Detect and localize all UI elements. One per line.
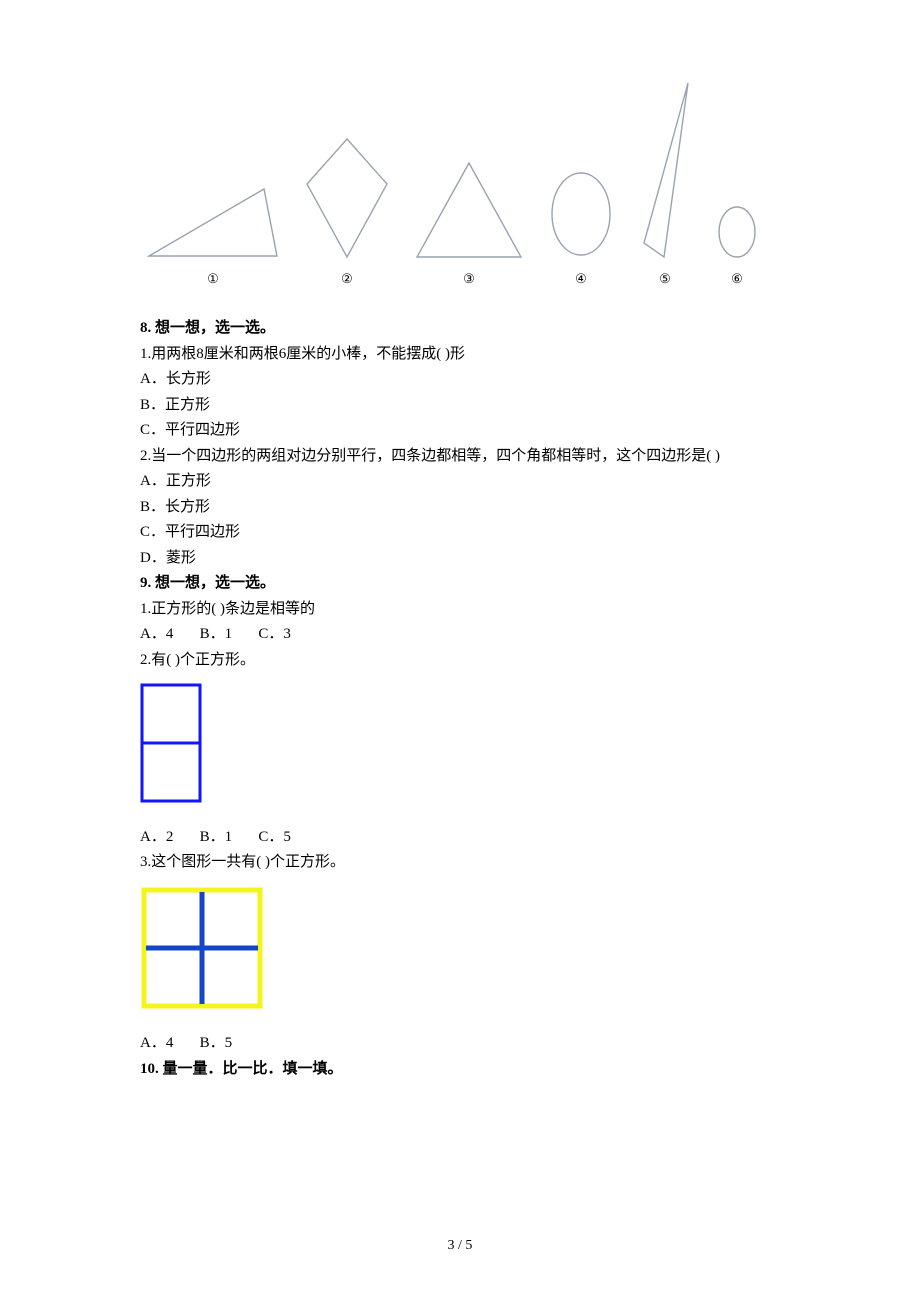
question-8: 8. 想一想，选一选。 1.用两根8厘米和两根6厘米的小棒，不能摆成( )形 A…: [140, 316, 780, 571]
square-cross-figure: [140, 886, 780, 1020]
q9-3-opts: A．4 B．5: [140, 1031, 780, 1057]
q8-1-optA: A．长方形: [140, 367, 780, 393]
triangle-icon: [414, 160, 524, 260]
shape-1-label: ①: [207, 268, 219, 290]
square-with-cross-icon: [140, 886, 264, 1010]
q8-title: 8. 想一想，选一选。: [140, 316, 780, 342]
shape-3-label: ③: [463, 268, 475, 290]
q9-2-opts: A．2 B．1 C．5: [140, 825, 780, 851]
shape-2-label: ②: [341, 268, 353, 290]
q8-1-optB: B．正方形: [140, 393, 780, 419]
page-root: ① ② ③ ④ ⑤: [0, 0, 920, 1302]
rhombus-icon: [304, 136, 390, 260]
q9-title: 9. 想一想，选一选。: [140, 571, 780, 597]
question-10: 10. 量一量．比一比．填一填。: [140, 1057, 780, 1083]
q9-1-text: 1.正方形的( )条边是相等的: [140, 597, 780, 623]
small-ellipse-icon: [716, 204, 758, 260]
shape-3-triangle: ③: [414, 160, 524, 290]
shape-5-narrow-triangle: ⑤: [638, 80, 692, 290]
q9-2-text: 2.有( )个正方形。: [140, 648, 780, 674]
q8-2-text: 2.当一个四边形的两组对边分别平行，四条边都相等，四个角都相等时，这个四边形是(…: [140, 444, 780, 470]
q8-2-optD: D．菱形: [140, 546, 780, 572]
q9-1-opts: A．4 B．1 C．3: [140, 622, 780, 648]
q8-2-optC: C．平行四边形: [140, 520, 780, 546]
shape-1-obtuse-triangle: ①: [146, 186, 280, 290]
q8-2-optA: A．正方形: [140, 469, 780, 495]
obtuse-triangle-icon: [146, 186, 280, 260]
page-number: 3 / 5: [0, 1234, 920, 1258]
shape-6-small-ellipse: ⑥: [716, 204, 758, 290]
shape-6-label: ⑥: [731, 268, 743, 290]
shape-2-rhombus: ②: [304, 136, 390, 290]
q8-1-text: 1.用两根8厘米和两根6厘米的小棒，不能摆成( )形: [140, 342, 780, 368]
q8-1-optC: C．平行四边形: [140, 418, 780, 444]
shapes-row: ① ② ③ ④ ⑤: [146, 80, 780, 290]
narrow-triangle-icon: [638, 80, 692, 260]
shape-4-label: ④: [575, 268, 587, 290]
two-stacked-squares-icon: [140, 683, 202, 803]
q8-2-optB: B．长方形: [140, 495, 780, 521]
shape-4-ellipse: ④: [548, 168, 614, 290]
question-9: 9. 想一想，选一选。 1.正方形的( )条边是相等的 A．4 B．1 C．3 …: [140, 571, 780, 1057]
two-squares-figure: [140, 683, 780, 813]
q9-3-text: 3.这个图形一共有( )个正方形。: [140, 850, 780, 876]
shape-5-label: ⑤: [659, 268, 671, 290]
ellipse-icon: [548, 168, 614, 260]
q10-title: 10. 量一量．比一比．填一填。: [140, 1057, 780, 1083]
